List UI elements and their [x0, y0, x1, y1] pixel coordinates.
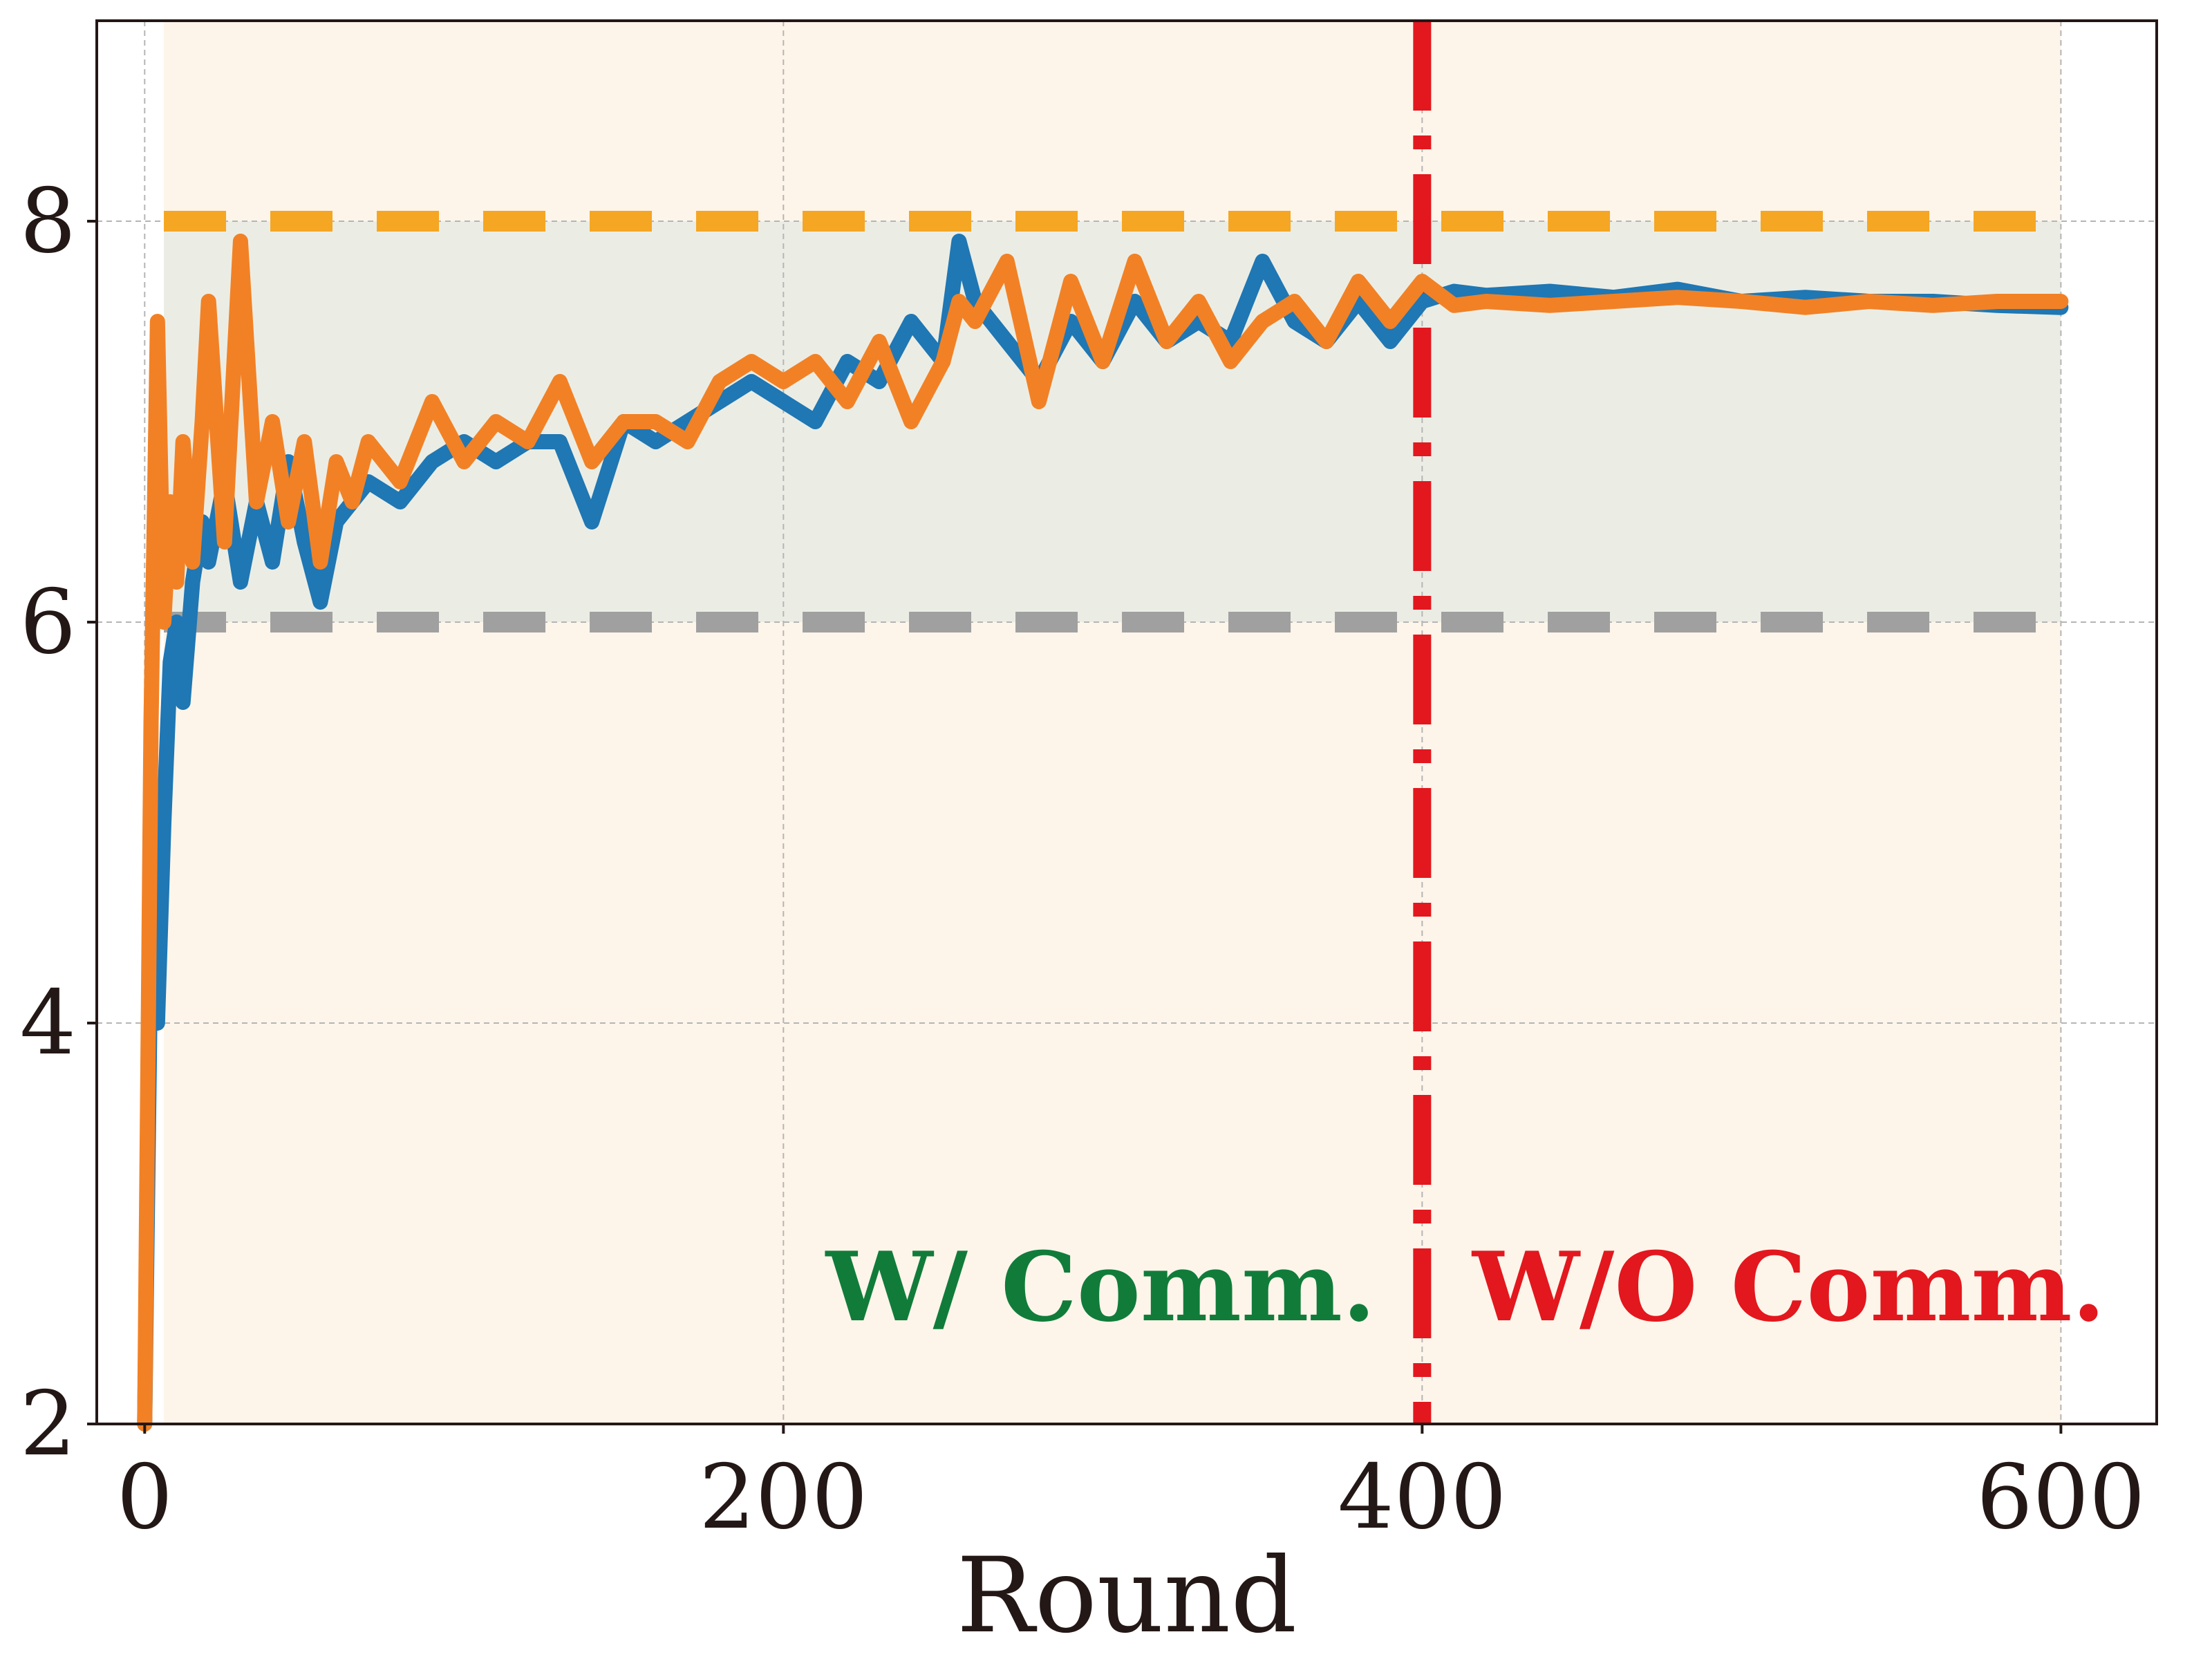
- y-tick-label: 2: [20, 1373, 76, 1476]
- annotation-without-comm: W/O Comm.: [1471, 1230, 2106, 1343]
- x-ticks: 0 200 400 600: [117, 1424, 2146, 1549]
- x-axis-title: Round: [957, 1536, 1297, 1656]
- y-tick-label: 4: [20, 972, 76, 1075]
- series-line-1: [137, 234, 2069, 1432]
- shaded-region-1: [164, 221, 2061, 622]
- y-tick-label: 8: [20, 170, 76, 273]
- x-tick-label: 400: [1338, 1446, 1506, 1549]
- y-tick-label: 6: [20, 571, 76, 674]
- series-lines: [137, 234, 2069, 1432]
- y-ticks: 2 4 6 8: [20, 170, 97, 1476]
- reference-lines: [164, 21, 2061, 1424]
- plot-frame: [95, 19, 2158, 1425]
- annotation-with-comm: W/ Comm.: [825, 1230, 1376, 1343]
- shaded-regions: [164, 21, 2061, 1424]
- x-tick-label: 0: [117, 1446, 173, 1549]
- x-tick-label: 200: [699, 1446, 868, 1549]
- x-tick-label: 600: [1976, 1446, 2145, 1549]
